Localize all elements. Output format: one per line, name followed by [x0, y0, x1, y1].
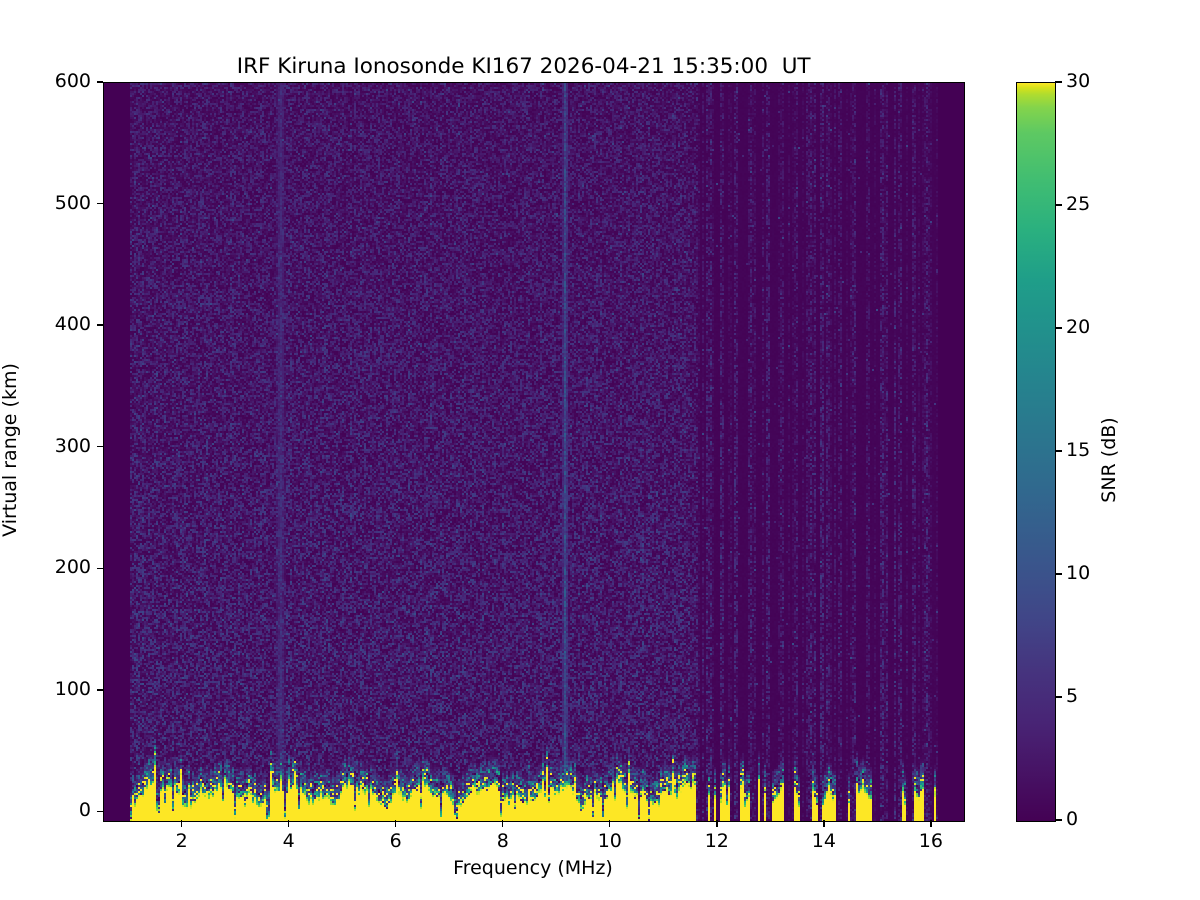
x-tick-mark [288, 820, 290, 827]
x-tick-mark [716, 820, 718, 827]
y-tick-mark [96, 810, 103, 813]
y-tick-mark [96, 202, 103, 205]
colorbar-tick-mark [1055, 450, 1062, 452]
heatmap-canvas [104, 83, 964, 821]
y-tick-mark [96, 689, 103, 691]
x-tick-label-16: 16 [918, 830, 943, 852]
x-tick-mark [502, 820, 504, 827]
x-tick-mark [930, 820, 932, 827]
x-tick-label-10: 10 [597, 830, 622, 852]
colorbar-tick-mark [1055, 327, 1062, 329]
colorbar-tick-mark [1055, 696, 1062, 698]
x-tick-mark [395, 820, 397, 827]
x-tick-label-12: 12 [704, 830, 729, 852]
x-tick-label-2: 2 [175, 830, 188, 852]
y-axis-label: Virtual range (km) [0, 363, 21, 537]
y-tick-label-600: 600 [54, 70, 91, 92]
x-tick-mark [180, 820, 183, 827]
y-tick-mark [96, 81, 103, 83]
colorbar-tick-mark [1055, 81, 1062, 83]
colorbar-tick-mark [1055, 819, 1062, 821]
x-tick-mark [609, 820, 611, 827]
colorbar-tick-label-15: 15 [1066, 439, 1091, 461]
y-tick-label-400: 400 [54, 313, 91, 336]
colorbar-tick-label-0: 0 [1066, 808, 1079, 830]
y-tick-label-200: 200 [54, 556, 91, 579]
x-tick-mark [823, 820, 825, 827]
colorbar[interactable] [1016, 82, 1056, 822]
colorbar-tick-mark [1055, 573, 1062, 575]
x-tick-label-4: 4 [282, 830, 295, 852]
x-axis-label: Frequency (MHz) [453, 857, 613, 879]
ionogram-axes[interactable] [103, 82, 965, 822]
y-tick-mark [96, 324, 103, 326]
y-tick-mark [96, 446, 103, 448]
x-tick-label-14: 14 [811, 830, 836, 852]
colorbar-tick-label-30: 30 [1066, 70, 1091, 92]
y-tick-label-300: 300 [54, 434, 91, 457]
colorbar-tick-label-10: 10 [1066, 562, 1091, 584]
colorbar-tick-label-25: 25 [1066, 193, 1091, 215]
colorbar-label: SNR (dB) [1098, 417, 1120, 503]
heatmap-area [104, 83, 964, 821]
figure-title-line1: IRF Kiruna Ionosonde KI167 2026-04-21 15… [236, 54, 811, 79]
x-tick-label-8: 8 [496, 830, 509, 852]
y-tick-mark [96, 567, 103, 570]
colorbar-tick-label-5: 5 [1066, 685, 1079, 707]
colorbar-tick-label-20: 20 [1066, 316, 1091, 338]
colorbar-tick-mark [1055, 204, 1062, 206]
x-tick-label-6: 6 [389, 830, 402, 852]
y-tick-label-100: 100 [54, 677, 91, 700]
y-tick-label-0: 0 [78, 799, 91, 822]
y-tick-label-500: 500 [54, 191, 91, 214]
